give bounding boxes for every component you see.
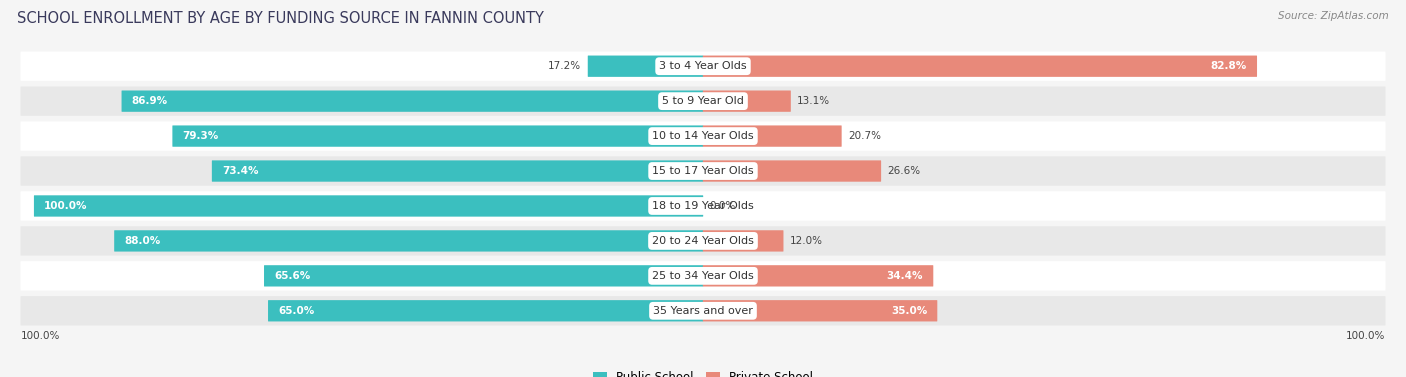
Text: 10 to 14 Year Olds: 10 to 14 Year Olds xyxy=(652,131,754,141)
Text: 86.9%: 86.9% xyxy=(132,96,167,106)
Text: 79.3%: 79.3% xyxy=(183,131,219,141)
Text: 65.6%: 65.6% xyxy=(274,271,311,281)
FancyBboxPatch shape xyxy=(703,230,783,251)
FancyBboxPatch shape xyxy=(703,126,842,147)
Text: 73.4%: 73.4% xyxy=(222,166,259,176)
FancyBboxPatch shape xyxy=(34,195,703,217)
Text: 0.0%: 0.0% xyxy=(710,201,735,211)
FancyBboxPatch shape xyxy=(703,300,938,322)
Text: 18 to 19 Year Olds: 18 to 19 Year Olds xyxy=(652,201,754,211)
Text: 65.0%: 65.0% xyxy=(278,306,315,316)
Text: 5 to 9 Year Old: 5 to 9 Year Old xyxy=(662,96,744,106)
FancyBboxPatch shape xyxy=(21,191,1385,221)
FancyBboxPatch shape xyxy=(173,126,703,147)
FancyBboxPatch shape xyxy=(212,160,703,182)
Text: 100.0%: 100.0% xyxy=(44,201,87,211)
Text: 100.0%: 100.0% xyxy=(1346,331,1385,341)
Text: 26.6%: 26.6% xyxy=(887,166,921,176)
FancyBboxPatch shape xyxy=(703,160,882,182)
Text: 20.7%: 20.7% xyxy=(848,131,882,141)
Text: SCHOOL ENROLLMENT BY AGE BY FUNDING SOURCE IN FANNIN COUNTY: SCHOOL ENROLLMENT BY AGE BY FUNDING SOUR… xyxy=(17,11,544,26)
FancyBboxPatch shape xyxy=(588,55,703,77)
FancyBboxPatch shape xyxy=(269,300,703,322)
FancyBboxPatch shape xyxy=(121,90,703,112)
FancyBboxPatch shape xyxy=(21,52,1385,81)
Text: 15 to 17 Year Olds: 15 to 17 Year Olds xyxy=(652,166,754,176)
FancyBboxPatch shape xyxy=(21,156,1385,186)
Text: 12.0%: 12.0% xyxy=(790,236,823,246)
Text: 17.2%: 17.2% xyxy=(548,61,581,71)
Text: 3 to 4 Year Olds: 3 to 4 Year Olds xyxy=(659,61,747,71)
FancyBboxPatch shape xyxy=(114,230,703,251)
Text: Source: ZipAtlas.com: Source: ZipAtlas.com xyxy=(1278,11,1389,21)
FancyBboxPatch shape xyxy=(21,226,1385,256)
Text: 82.8%: 82.8% xyxy=(1211,61,1247,71)
Text: 35 Years and over: 35 Years and over xyxy=(652,306,754,316)
Legend: Public School, Private School: Public School, Private School xyxy=(588,366,818,377)
FancyBboxPatch shape xyxy=(21,86,1385,116)
FancyBboxPatch shape xyxy=(21,261,1385,291)
Text: 88.0%: 88.0% xyxy=(124,236,160,246)
FancyBboxPatch shape xyxy=(703,55,1257,77)
Text: 13.1%: 13.1% xyxy=(797,96,831,106)
FancyBboxPatch shape xyxy=(703,265,934,287)
FancyBboxPatch shape xyxy=(21,121,1385,151)
Text: 34.4%: 34.4% xyxy=(887,271,924,281)
Text: 100.0%: 100.0% xyxy=(21,331,60,341)
FancyBboxPatch shape xyxy=(21,296,1385,325)
FancyBboxPatch shape xyxy=(264,265,703,287)
FancyBboxPatch shape xyxy=(703,90,790,112)
Text: 25 to 34 Year Olds: 25 to 34 Year Olds xyxy=(652,271,754,281)
Text: 20 to 24 Year Olds: 20 to 24 Year Olds xyxy=(652,236,754,246)
Text: 35.0%: 35.0% xyxy=(891,306,927,316)
